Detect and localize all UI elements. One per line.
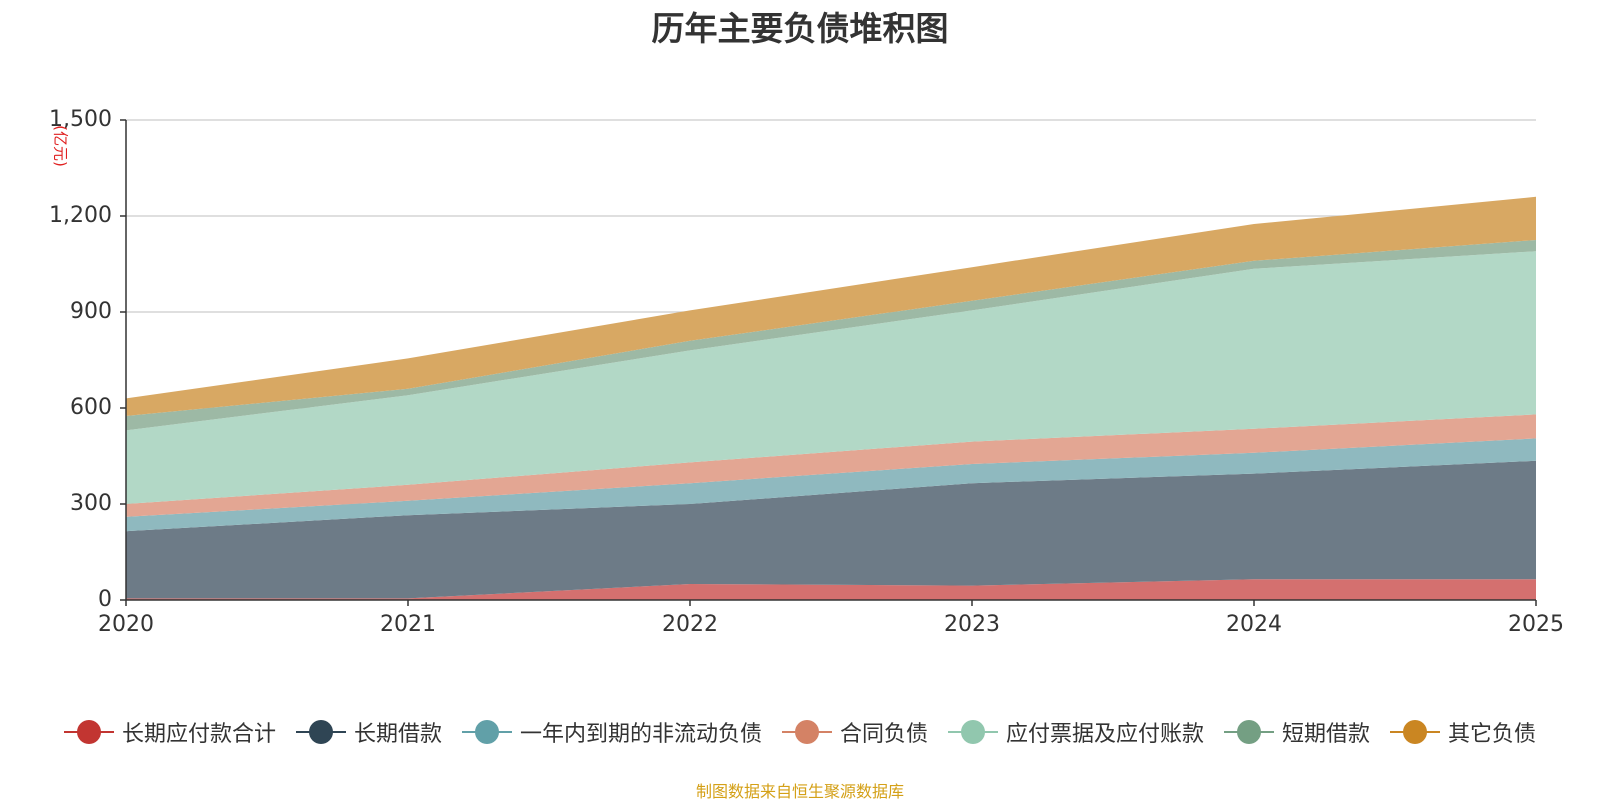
area-其它负债[interactable] (126, 196, 1536, 416)
legend-label: 合同负债 (839, 722, 928, 747)
legend-label: 一年内到期的非流动负债 (519, 722, 762, 747)
area-短期借款[interactable] (126, 240, 1536, 431)
legend-marker-icon (295, 720, 346, 744)
y-tick-label: 900 (70, 299, 112, 324)
y-tick-label: 600 (70, 395, 112, 420)
legend-marker-icon (63, 720, 114, 744)
area-一年内到期的非流动负债[interactable] (126, 438, 1536, 532)
legend-label: 长期应付款合计 (121, 722, 276, 747)
legend-item[interactable]: 一年内到期的非流动负债 (461, 716, 762, 748)
legend-marker-icon (1390, 720, 1441, 744)
y-tick-label: 1,500 (49, 107, 112, 132)
area-合同负债[interactable] (126, 414, 1536, 517)
x-tick-label: 2021 (380, 612, 436, 637)
legend-label: 应付票据及应付账款 (1006, 722, 1205, 747)
x-tick-label: 2024 (1226, 612, 1282, 637)
legend-marker-icon (948, 720, 998, 744)
legend-item[interactable]: 短期借款 (1224, 716, 1370, 748)
y-tick-label: 0 (98, 587, 112, 612)
area-长期应付款合计[interactable] (126, 579, 1536, 600)
y-tick-label: 300 (70, 491, 112, 516)
x-tick-label: 2022 (662, 612, 718, 637)
legend-item[interactable]: 应付票据及应付账款 (948, 716, 1204, 748)
area-layers (126, 196, 1536, 600)
area-长期借款[interactable] (126, 460, 1536, 599)
legend-label: 短期借款 (1282, 722, 1371, 747)
legend-item[interactable]: 长期应付款合计 (63, 716, 276, 748)
legend-label: 其它负债 (1448, 722, 1537, 747)
legend-label: 长期借款 (353, 722, 442, 747)
legend-marker-icon (781, 720, 832, 744)
legend-item[interactable]: 合同负债 (781, 716, 928, 748)
legend: 长期应付款合计 长期借款 一年内到期的非流动负债 合同负债 应付票据及应付账款 短期借款 其… (0, 716, 1600, 748)
legend-item[interactable]: 长期借款 (295, 716, 442, 748)
axes: 0 300 600 900 1,200 1,500 2020 2021 2022 2023 2024… (49, 107, 1564, 637)
source-note: 制图数据来自恒生聚源数据库 (695, 782, 904, 801)
x-tick-label: 2020 (98, 612, 154, 637)
legend-marker-icon (461, 720, 512, 744)
legend-marker-icon (1224, 720, 1275, 744)
y-tick-label: 1,200 (49, 203, 112, 228)
x-tick-label: 2023 (944, 612, 1000, 637)
x-tick-label: 2025 (1508, 612, 1564, 637)
area-应付票据及应付账款[interactable] (126, 251, 1536, 504)
legend-item[interactable]: 其它负债 (1390, 716, 1536, 748)
y-axis-unit-label: (亿元) (52, 125, 70, 167)
chart-title: 历年主要负债堆积图 (651, 9, 949, 48)
